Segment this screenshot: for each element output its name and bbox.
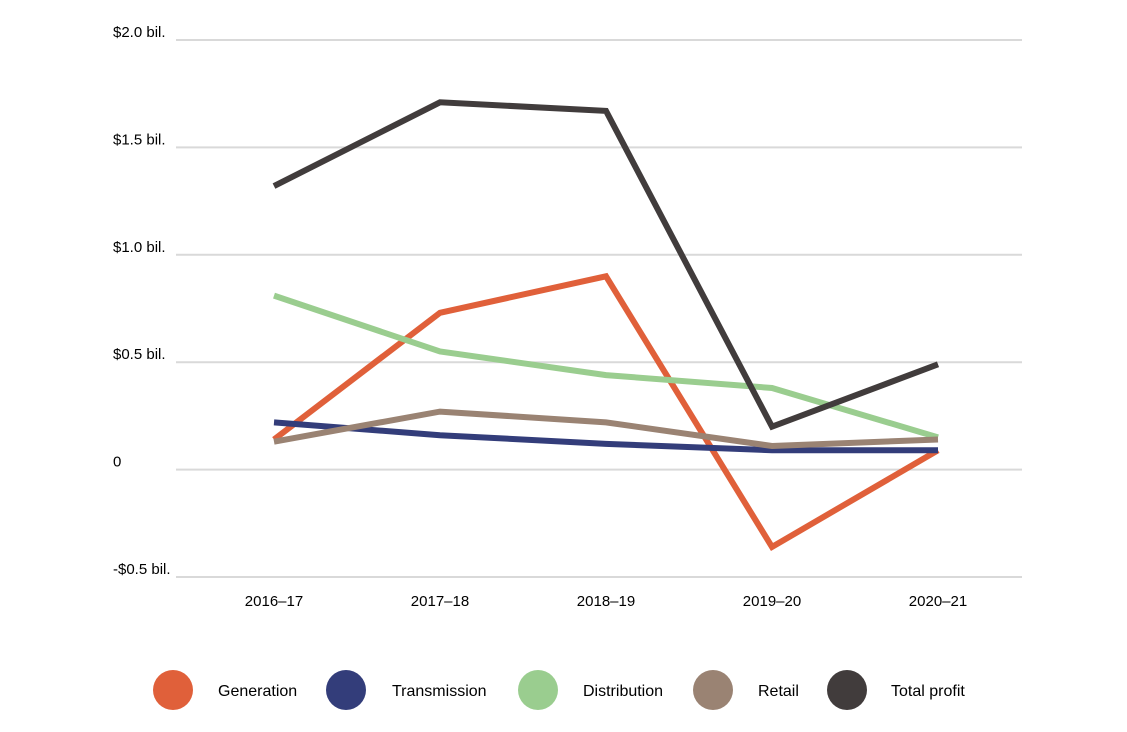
x-tick-label: 2017–18: [411, 593, 469, 610]
y-tick-label: -$0.5 bil.: [113, 561, 171, 578]
series-line-retail: [273, 408, 939, 449]
series-line-total-profit: [272, 99, 940, 431]
x-tick-label: 2018–19: [577, 593, 635, 610]
legend-swatch-transmission: [326, 670, 366, 710]
legend-label-total-profit: Total profit: [891, 683, 965, 700]
legend-label-distribution: Distribution: [583, 683, 663, 700]
legend-label-retail: Retail: [758, 683, 799, 700]
series-lines: [272, 99, 940, 551]
legend-swatch-distribution: [518, 670, 558, 710]
y-tick-label: 0: [113, 454, 121, 471]
gridlines: [176, 39, 1022, 578]
x-axis-tick-labels: 2016–17 2017–18 2018–19 2019–20 2020–21: [245, 593, 967, 610]
legend-label-transmission: Transmission: [392, 683, 487, 700]
y-tick-label: $2.0 bil.: [113, 24, 166, 41]
series-line-transmission: [273, 419, 938, 454]
y-tick-label: $1.0 bil.: [113, 239, 166, 256]
x-tick-label: 2019–20: [743, 593, 801, 610]
y-tick-label: $1.5 bil.: [113, 131, 166, 148]
y-tick-label: $0.5 bil.: [113, 346, 166, 363]
series-line-generation: [272, 272, 940, 551]
y-axis-tick-labels: $2.0 bil. $1.5 bil. $1.0 bil. $0.5 bil. 0 -$0…: [113, 24, 171, 578]
legend: Generation Transmission Distribution Retail…: [153, 670, 965, 710]
x-tick-label: 2016–17: [245, 593, 303, 610]
legend-swatch-generation: [153, 670, 193, 710]
legend-swatch-retail: [693, 670, 733, 710]
legend-label-generation: Generation: [218, 683, 297, 700]
x-tick-label: 2020–21: [909, 593, 967, 610]
legend-swatch-total-profit: [827, 670, 867, 710]
